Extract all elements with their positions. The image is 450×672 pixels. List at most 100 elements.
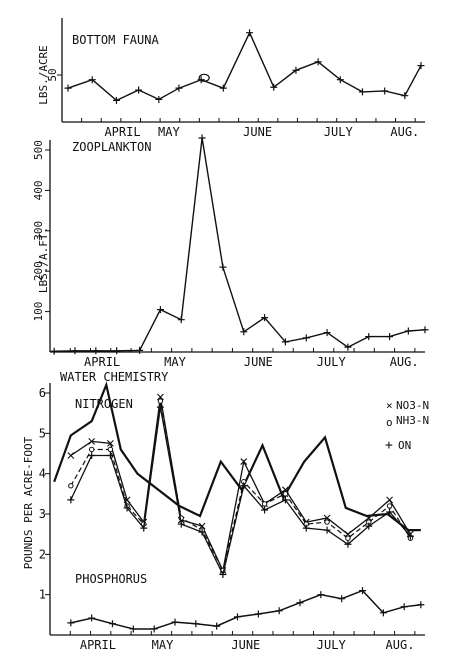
y-tick-label: 6 (39, 386, 46, 400)
data-point (112, 96, 120, 104)
legend: × NO3-N o NH3-N + ON (385, 399, 429, 453)
data-point (261, 501, 268, 507)
data-point (246, 29, 254, 37)
phosphorus-annotation: PHOSPHORUS (75, 572, 147, 586)
y-tick-label: 200 (32, 261, 45, 281)
data-point (67, 452, 75, 459)
data-point (379, 609, 387, 617)
bottom-fauna-title: BOTTOM FAUNA (72, 33, 159, 47)
legend-label-on: ON (398, 439, 411, 452)
y-tick-label: 400 (32, 180, 45, 200)
data-point (240, 482, 248, 490)
data-point (197, 76, 205, 84)
data-point (198, 528, 206, 536)
x-tick-label: JULY (317, 355, 347, 369)
data-point (344, 540, 352, 548)
zooplankton-panel: ZOOPLANKTON LBS./A.FT. 100 200 300 400 500 AP… (32, 134, 429, 369)
water-chemistry-ylabel: POUNDS PER ACRE-FOOT (22, 436, 35, 569)
legend-label-no3: NO3-N (396, 399, 429, 412)
data-point (68, 483, 74, 489)
data-point (281, 338, 289, 346)
data-point (386, 496, 393, 504)
x-tick-label: AUG. (390, 355, 419, 369)
data-point (282, 486, 289, 494)
x-tick-label: AUG. (390, 125, 419, 139)
zooplankton-ylabel: LBS./A.FT. (37, 227, 50, 293)
data-point (198, 134, 206, 142)
data-point (261, 314, 269, 322)
legend-marker-nh3: o (386, 416, 393, 429)
data-point (50, 347, 58, 355)
data-point (254, 610, 262, 618)
x-tick-label: JULY (317, 638, 347, 652)
data-point (123, 504, 131, 512)
data-point (400, 603, 408, 611)
data-point (314, 58, 322, 66)
y-tick-label: 50 (46, 68, 59, 81)
y-tick-label: 5 (39, 426, 46, 440)
legend-label-nh3: NH3-N (396, 414, 429, 427)
water-chemistry-title: WATER CHEMISTRY (60, 370, 169, 384)
data-point (71, 347, 79, 355)
legend-marker-no3: × (386, 399, 393, 412)
data-point (358, 88, 366, 96)
data-point (282, 491, 289, 497)
data-point (386, 508, 394, 516)
data-point (417, 601, 425, 609)
data-point (421, 326, 429, 334)
data-point (92, 347, 100, 355)
x-tick-label: APRIL (80, 638, 116, 652)
data-point (177, 316, 185, 324)
data-point (417, 62, 425, 70)
x-tick-label: MAY (164, 355, 186, 369)
data-point (64, 84, 72, 92)
data-point (323, 329, 331, 337)
data-point (317, 591, 325, 599)
data-point (381, 87, 389, 95)
x-tick-label: JUNE (244, 355, 273, 369)
x-tick-label: JUNE (231, 638, 260, 652)
series-line (70, 396, 411, 573)
data-point (107, 446, 114, 453)
x-tick-label: MAY (152, 638, 174, 652)
data-point (240, 328, 248, 336)
x-tick-label: JUNE (243, 125, 272, 139)
data-point (140, 524, 148, 532)
data-point (404, 327, 412, 335)
data-point (219, 84, 227, 92)
data-point (365, 522, 373, 530)
data-point (234, 613, 241, 621)
data-point (401, 92, 409, 100)
legend-marker-on: + (385, 438, 393, 453)
bottom-fauna-panel: BOTTOM FAUNA LBS./ACRE 50 APRIL MAY JUNE JUL… (37, 18, 425, 139)
series-line (70, 400, 411, 573)
bottom-fauna-ylabel: LBS./ACRE (37, 45, 50, 105)
data-point (67, 496, 75, 504)
peak-circle-marker (198, 73, 210, 82)
water-chemistry-panel: WATER CHEMISTRY NITROGEN PHOSPHORUS POUN… (22, 370, 429, 652)
x-tick-label: AUG. (386, 638, 415, 652)
data-point (198, 522, 206, 530)
data-point (213, 622, 221, 630)
data-point (88, 452, 96, 460)
data-point (344, 343, 352, 351)
data-point (338, 595, 346, 603)
data-point (177, 520, 185, 528)
data-point (106, 452, 114, 460)
data-point (270, 83, 278, 91)
data-point (157, 398, 164, 404)
data-point (275, 607, 283, 615)
data-point (336, 76, 344, 84)
data-point (129, 625, 137, 633)
data-point (345, 535, 351, 541)
data-point (156, 403, 164, 411)
y-tick-label: 300 (32, 221, 45, 241)
data-point (113, 347, 121, 355)
data-point (67, 619, 75, 627)
data-point (386, 333, 394, 341)
data-point (261, 506, 269, 514)
data-point (171, 618, 179, 626)
data-point (323, 514, 331, 522)
nitrogen-annotation: NITROGEN (75, 397, 133, 411)
